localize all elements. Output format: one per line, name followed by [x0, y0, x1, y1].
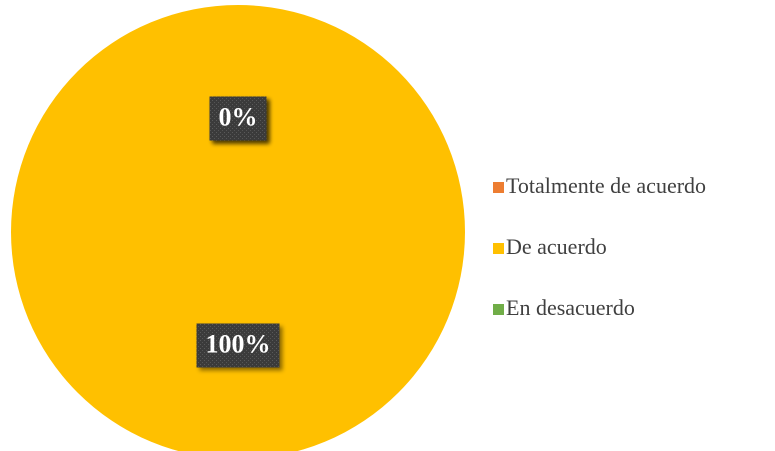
- legend-label: De acuerdo: [506, 234, 607, 259]
- legend: Totalmente de acuerdo De acuerdo En desacu…: [493, 173, 706, 320]
- data-label-box: [196, 323, 280, 368]
- data-labels: 0%100%0%: [196, 96, 280, 368]
- legend-swatch: [493, 304, 504, 315]
- data-label: 0%: [209, 96, 267, 141]
- legend-swatch: [493, 243, 504, 254]
- data-label-text: 0%: [219, 102, 258, 131]
- pie: [11, 5, 465, 451]
- legend-label: En desacuerdo: [506, 295, 635, 320]
- data-label: 100%: [196, 323, 280, 368]
- data-label-text: 100%: [206, 329, 271, 358]
- legend-label: Totalmente de acuerdo: [506, 173, 706, 198]
- pie-slice: [11, 5, 465, 451]
- legend-swatch: [493, 182, 504, 193]
- data-label-box: [209, 96, 267, 141]
